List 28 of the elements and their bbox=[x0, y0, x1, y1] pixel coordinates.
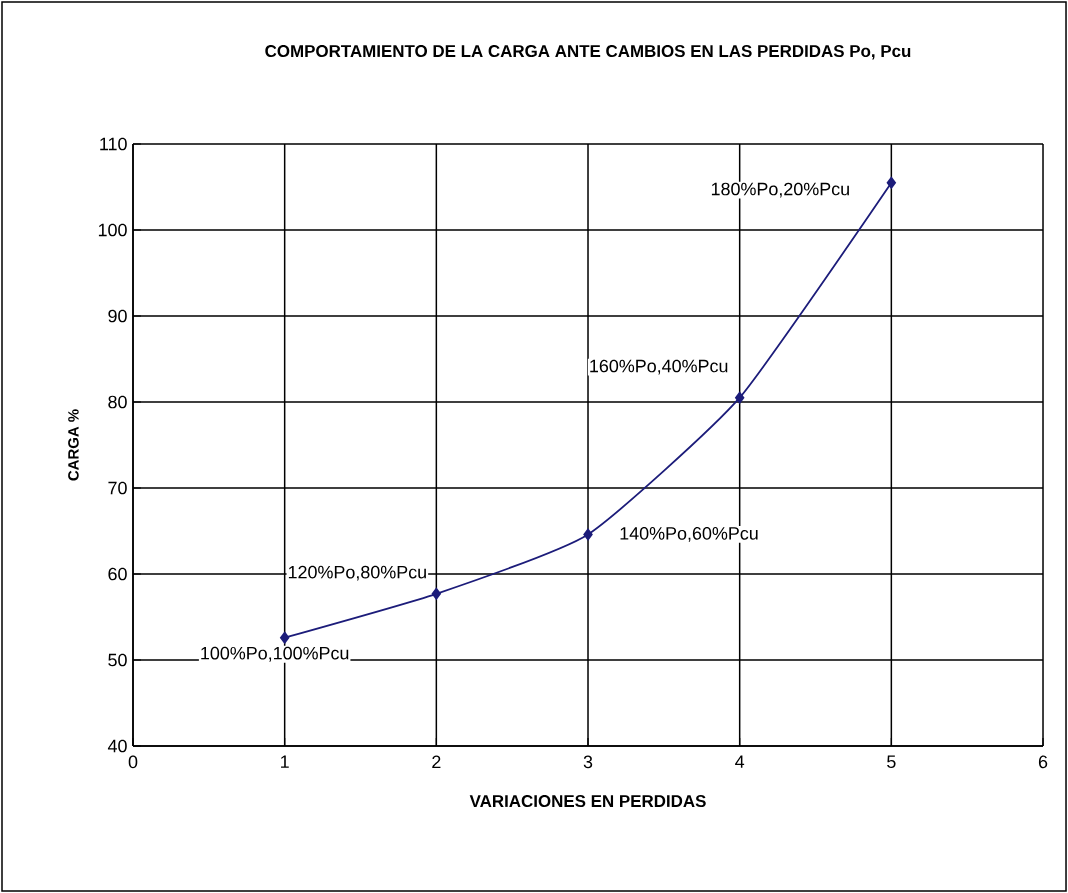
x-tick-label: 4 bbox=[735, 755, 745, 768]
y-tick-label: 60 bbox=[108, 567, 127, 581]
annotation: 140%Po,60%Pcu bbox=[620, 527, 758, 542]
point bbox=[583, 528, 593, 541]
y-tick-label: 40 bbox=[107, 739, 127, 753]
x-axis-title: VARIACIONES EN PERDIDAS bbox=[469, 795, 706, 808]
annotation: 180%Po,20%Pcu bbox=[711, 182, 849, 198]
point bbox=[431, 587, 441, 600]
y-tick-label: 100 bbox=[98, 223, 127, 237]
y-axis-title: CARGA % bbox=[68, 409, 79, 481]
x-tick-label: 0 bbox=[128, 755, 138, 769]
annotation: 160%Po,40%Pcu bbox=[590, 359, 728, 375]
x-tick-label: 2 bbox=[432, 755, 441, 769]
chart-title: COMPORTAMIENTO DE LA CARGA ANTE CAMBIOS EN LAS PERDIDAS Po, Pcu bbox=[265, 45, 911, 60]
annotation: 100%Po,100%Pcu bbox=[201, 646, 349, 662]
y-tick-label: 70 bbox=[108, 481, 127, 495]
x-tick-label: 3 bbox=[583, 755, 593, 769]
x-tick-label: 5 bbox=[887, 755, 896, 769]
y-tick-label: 80 bbox=[108, 395, 127, 409]
point bbox=[280, 631, 290, 644]
point bbox=[735, 391, 745, 404]
x-tick-label: 6 bbox=[1038, 755, 1048, 769]
y-tick-label: 110 bbox=[100, 137, 127, 151]
y-tick-label: 90 bbox=[108, 309, 127, 323]
x-tick-label: 1 bbox=[281, 755, 289, 768]
point bbox=[886, 176, 896, 189]
annotation: 120%Po,80%Pcu bbox=[288, 565, 426, 581]
y-tick-label: 50 bbox=[108, 653, 127, 667]
